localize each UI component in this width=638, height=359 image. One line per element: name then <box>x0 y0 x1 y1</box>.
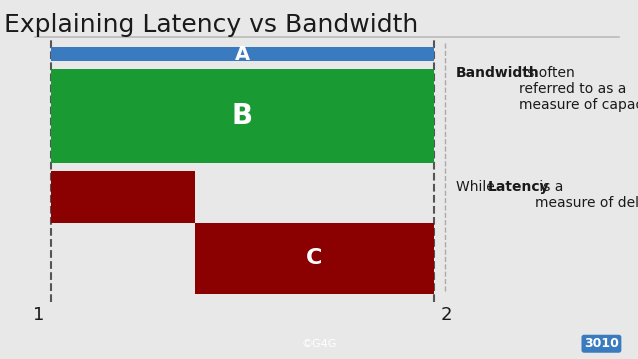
Text: Latency: Latency <box>488 180 550 194</box>
Text: Bandwidth: Bandwidth <box>456 66 540 80</box>
Text: A: A <box>235 45 250 64</box>
Text: C: C <box>306 248 322 269</box>
Text: ©G4G: ©G4G <box>301 339 337 349</box>
Bar <box>195 223 434 294</box>
Text: 1: 1 <box>33 306 45 323</box>
Bar <box>51 69 434 163</box>
Text: While: While <box>456 180 500 194</box>
Text: is a
measure of delay.: is a measure of delay. <box>535 180 638 210</box>
Bar <box>51 47 434 61</box>
Text: Explaining Latency vs Bandwidth: Explaining Latency vs Bandwidth <box>4 13 419 37</box>
Text: is often
referred to as a
measure of capacity.: is often referred to as a measure of cap… <box>519 66 638 112</box>
Text: B: B <box>232 102 253 130</box>
Text: 2: 2 <box>440 306 452 323</box>
Text: 3010: 3010 <box>584 337 619 350</box>
Bar <box>51 171 195 223</box>
